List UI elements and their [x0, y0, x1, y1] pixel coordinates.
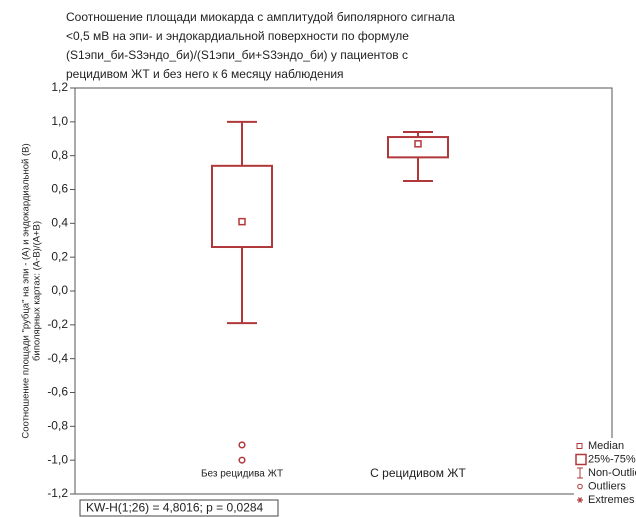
y-tick-label: -1,2 [47, 486, 68, 500]
y-tick-label: -0,2 [47, 317, 68, 331]
y-tick-label: 0,4 [51, 216, 68, 230]
chart-title: рецидивом ЖТ и без него к 6 месяцу наблю… [66, 67, 344, 81]
median [414, 140, 422, 148]
y-tick-label: -0,4 [47, 351, 68, 365]
median [238, 217, 246, 226]
y-tick-label: 0,6 [51, 182, 68, 196]
y-tick-label: 0,0 [51, 283, 68, 297]
outlier [238, 456, 246, 464]
legend-symbol [577, 483, 583, 490]
annotation-box [79, 499, 279, 517]
legend-symbol [577, 497, 583, 503]
y-axis-label: Соотношение площади "рубца" на эпи - (A)… [21, 143, 32, 438]
outlier [238, 441, 246, 449]
box [211, 164, 273, 249]
y-axis-label: биполярных картах: (A-B)/(A+B) [32, 221, 43, 361]
plot-frame [74, 87, 613, 495]
x-tick-label: С рецидивом ЖТ [370, 466, 466, 480]
legend-label: Outliers [588, 480, 626, 492]
y-tick-label: 0,8 [51, 148, 68, 162]
y-tick-label: 1,2 [51, 80, 68, 94]
legend-symbol [576, 443, 583, 449]
y-tick-label: -0,8 [47, 419, 68, 433]
chart-title: <0,5 мВ на эпи- и эндокардиальной поверх… [66, 29, 409, 43]
x-tick-label: Без рецидива ЖТ [201, 469, 283, 480]
chart-title: (S1эпи_би-S3эндо_би)/(S1эпи_би+S3эндо_би… [66, 48, 408, 62]
y-tick-label: -1,0 [47, 452, 68, 466]
y-tick-label: -0,6 [47, 385, 68, 399]
y-tick-label: 1,0 [51, 114, 68, 128]
legend-label: Extremes [588, 494, 635, 506]
legend-label: Median [588, 440, 624, 452]
legend-bg [574, 438, 636, 510]
annotation: KW-H(1;26) = 4,8016; p = 0,0284 [86, 501, 264, 515]
chart-title: Соотношение площади миокарда с амплитудо… [66, 10, 455, 24]
y-tick-label: 0,2 [51, 249, 68, 263]
legend-symbol [575, 453, 587, 466]
legend-label: 25%-75% [588, 453, 636, 465]
legend-label: Non-Outlier Range [588, 467, 636, 479]
